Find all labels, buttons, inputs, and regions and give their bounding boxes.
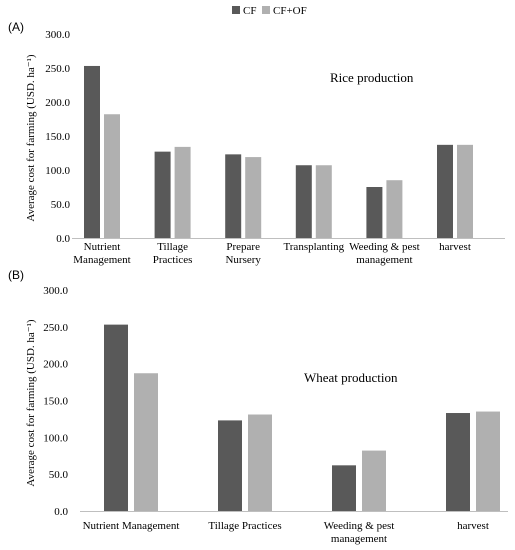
bar-cf — [295, 165, 312, 238]
y-tick-labels: 0.0 50.0 100.0 150.0 200.0 250.0 300.0 — [45, 29, 70, 245]
bar-cf-of — [104, 114, 120, 238]
y-tick-labels: 0.0 50.0 100.0 150.0 200.0 250.0 300.0 — [43, 285, 68, 518]
bar-cf — [366, 187, 383, 238]
bar-cf — [225, 154, 242, 238]
bar-cf-of — [248, 414, 272, 511]
y-tick-label: 250.0 — [45, 63, 70, 75]
x-tick-label: Weeding & pest management — [324, 520, 395, 545]
bar-cf-of — [362, 450, 386, 511]
bar-cf-of — [386, 180, 403, 238]
bar-cf-of — [315, 165, 332, 238]
chart-panel-rice: (A) Rice production Average cost for far… — [8, 20, 505, 266]
x-tick-label: Transplanting — [283, 241, 344, 253]
y-tick-label: 50.0 — [51, 199, 71, 211]
x-tick-label: Prepare Nursery — [225, 241, 261, 266]
y-tick-label: 300.0 — [43, 285, 68, 297]
x-tick-label: Weeding & pest management — [349, 241, 420, 266]
bar-cf — [446, 413, 470, 511]
bar-cf-of — [134, 373, 158, 511]
y-tick-label: 200.0 — [43, 359, 68, 371]
panel-label: (A) — [8, 20, 24, 34]
y-tick-label: 50.0 — [49, 469, 69, 481]
x-tick-labels: Nutrient Management Tillage Practices Prepar… — [73, 241, 471, 266]
y-tick-label: 300.0 — [45, 29, 70, 41]
x-tick-label: Tillage Practices — [153, 241, 193, 266]
x-tick-label: harvest — [457, 520, 489, 532]
bar-cf — [104, 324, 128, 511]
y-tick-label: 150.0 — [45, 131, 70, 143]
bar-cf — [84, 65, 100, 239]
bar-cf — [332, 465, 356, 511]
y-tick-label: 0.0 — [56, 233, 70, 245]
legend-swatch-cfof — [262, 6, 270, 14]
x-tick-label: Nutrient Management — [83, 520, 180, 532]
legend-swatch-cf — [232, 6, 240, 14]
y-tick-label: 0.0 — [54, 506, 68, 518]
chart-annotation: Wheat production — [304, 370, 398, 385]
x-tick-label: Tillage Practices — [208, 520, 281, 532]
y-tick-label: 200.0 — [45, 97, 70, 109]
bar-cf — [437, 144, 453, 238]
y-tick-label: 150.0 — [43, 396, 68, 408]
legend-label-cfof: CF+OF — [273, 5, 307, 17]
x-tick-labels: Nutrient Management Tillage Practices Weed… — [83, 520, 489, 545]
bars — [104, 324, 500, 511]
bar-cf — [218, 420, 242, 511]
panel-label: (B) — [8, 268, 24, 282]
y-tick-label: 100.0 — [45, 165, 70, 177]
chart-annotation: Rice production — [330, 70, 414, 85]
chart-panel-wheat: (B) Wheat production Average cost for fa… — [8, 268, 508, 545]
bar-cf-of — [245, 157, 262, 238]
bar-cf-of — [457, 144, 473, 238]
legend: CF CF+OF — [232, 5, 307, 17]
x-tick-label: harvest — [439, 241, 471, 253]
y-axis-label: Average cost for farming (USD. ha⁻¹) — [25, 54, 37, 221]
bar-cf — [154, 151, 171, 238]
y-axis-label: Average cost for farming (USD. ha⁻¹) — [25, 319, 37, 486]
bar-cf-of — [174, 146, 191, 238]
bars — [84, 65, 473, 239]
bar-cf-of — [476, 411, 500, 511]
x-tick-label: Nutrient Management — [73, 241, 130, 266]
y-tick-label: 250.0 — [43, 322, 68, 334]
legend-label-cf: CF — [243, 5, 256, 17]
y-tick-label: 100.0 — [43, 432, 68, 444]
